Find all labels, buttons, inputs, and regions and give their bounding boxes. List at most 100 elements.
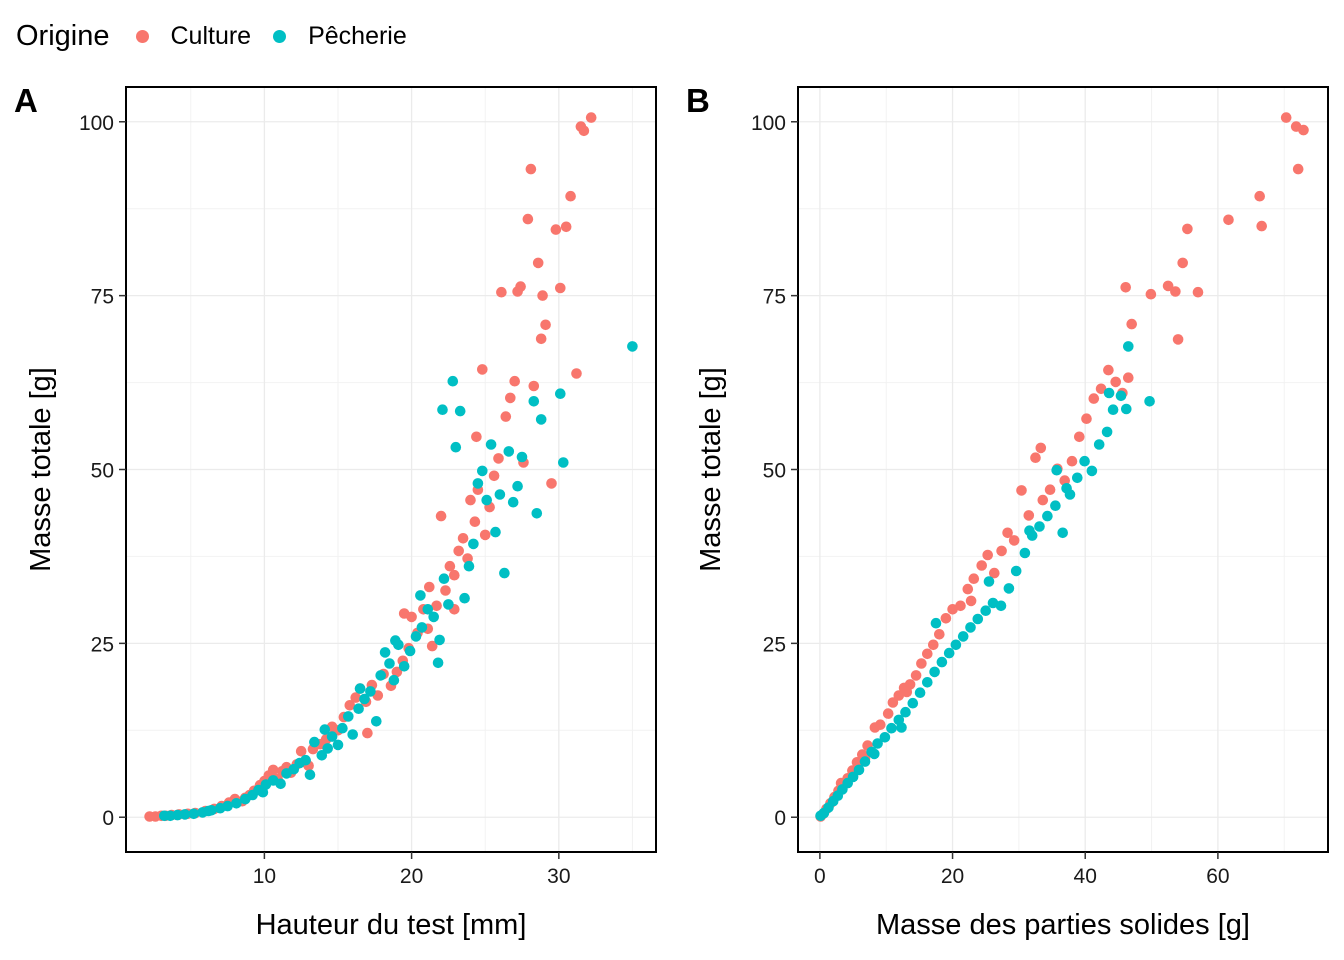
point-pecherie <box>477 465 488 477</box>
x-tick-label: 20 <box>400 865 423 888</box>
point-culture <box>457 533 469 544</box>
point-culture <box>1192 286 1204 298</box>
legend-item-culture: Culture <box>135 21 252 51</box>
point-culture <box>522 213 534 225</box>
point-culture <box>465 494 476 506</box>
point-pecherie <box>1019 547 1031 559</box>
point-pecherie <box>179 809 191 820</box>
point-pecherie <box>930 617 942 629</box>
point-pecherie <box>438 573 450 584</box>
legend-item-pecherie: Pêcherie <box>273 22 407 51</box>
point-pecherie <box>512 480 523 492</box>
point-pecherie <box>494 489 506 500</box>
point-culture <box>525 163 537 175</box>
y-tick-label: 0 <box>102 807 114 830</box>
point-pecherie <box>390 635 401 646</box>
point-pecherie <box>1072 472 1083 484</box>
x-axis-title: Hauteur du test [mm] <box>256 909 527 941</box>
point-pecherie <box>432 657 444 669</box>
point-pecherie <box>853 764 865 776</box>
point-pecherie <box>499 567 510 579</box>
point-culture <box>362 727 373 739</box>
point-culture <box>875 719 886 730</box>
point-culture <box>449 569 460 581</box>
point-pecherie <box>1121 403 1132 415</box>
point-pecherie <box>468 538 479 550</box>
y-tick-label: 50 <box>91 460 114 483</box>
point-culture <box>1256 220 1267 232</box>
point-culture <box>453 545 465 557</box>
point-pecherie <box>535 414 547 425</box>
point-culture <box>1030 452 1041 464</box>
point-culture <box>477 364 488 375</box>
point-pecherie <box>907 697 919 709</box>
legend-title: Origine <box>16 19 110 52</box>
point-culture <box>426 640 438 652</box>
point-culture <box>1110 376 1121 388</box>
point-pecherie <box>531 508 543 519</box>
point-culture <box>344 700 356 711</box>
point-culture <box>537 290 548 301</box>
point-pecherie <box>1057 527 1068 539</box>
point-pecherie <box>416 622 428 633</box>
x-tick-label: 0 <box>814 865 826 888</box>
point-culture <box>398 608 410 619</box>
point-pecherie <box>886 722 897 734</box>
point-pecherie <box>359 693 370 705</box>
point-pecherie <box>1144 396 1155 407</box>
x-axis-title: Masse des parties solides [g] <box>876 909 1250 941</box>
point-pecherie <box>490 526 501 538</box>
point-pecherie <box>972 613 984 625</box>
point-culture <box>1298 124 1309 136</box>
point-culture <box>910 670 922 681</box>
x-tick-label: 10 <box>253 865 276 888</box>
point-culture <box>496 286 507 298</box>
point-culture <box>1120 282 1131 293</box>
x-tick-label: 40 <box>1074 865 1097 888</box>
legend-label-culture: Culture <box>170 21 252 50</box>
panel-a: 10 20 30 0 25 50 75 100 Hauteur du test [mm] Mass… <box>14 82 657 941</box>
point-culture <box>440 585 451 596</box>
point-pecherie <box>203 805 214 817</box>
point-culture <box>1044 484 1056 496</box>
point-culture <box>560 221 572 233</box>
point-culture <box>965 595 977 607</box>
point-pecherie <box>428 611 440 623</box>
point-culture <box>479 529 491 541</box>
point-pecherie <box>847 771 859 783</box>
point-culture <box>968 573 980 584</box>
point-culture <box>1182 223 1193 235</box>
panel-tag: B <box>686 82 710 119</box>
point-pecherie <box>1051 464 1062 476</box>
point-culture <box>1081 413 1092 425</box>
point-pecherie <box>1061 483 1072 494</box>
y-tick-label: 25 <box>763 633 786 656</box>
point-culture <box>1126 318 1137 330</box>
point-pecherie <box>347 729 359 740</box>
point-pecherie <box>365 686 376 697</box>
point-culture <box>493 453 504 464</box>
point-pecherie <box>965 622 976 633</box>
point-culture <box>1008 535 1020 546</box>
point-culture <box>922 648 933 660</box>
point-pecherie <box>980 605 991 616</box>
point-culture <box>1170 286 1181 297</box>
point-pecherie <box>872 738 883 749</box>
point-culture <box>947 604 958 615</box>
point-pecherie <box>1101 426 1113 438</box>
point-culture <box>1066 455 1078 467</box>
point-pecherie <box>443 599 454 610</box>
point-pecherie <box>410 631 422 642</box>
point-culture <box>1162 280 1174 292</box>
point-pecherie <box>896 722 907 733</box>
legend-dot-pecherie <box>273 29 287 43</box>
point-culture <box>435 510 447 522</box>
point-pecherie <box>922 677 933 688</box>
point-pecherie <box>332 739 344 751</box>
point-culture <box>893 690 905 701</box>
point-pecherie <box>507 496 519 508</box>
point-culture <box>940 613 952 624</box>
point-culture <box>550 224 562 235</box>
point-culture <box>444 560 456 572</box>
